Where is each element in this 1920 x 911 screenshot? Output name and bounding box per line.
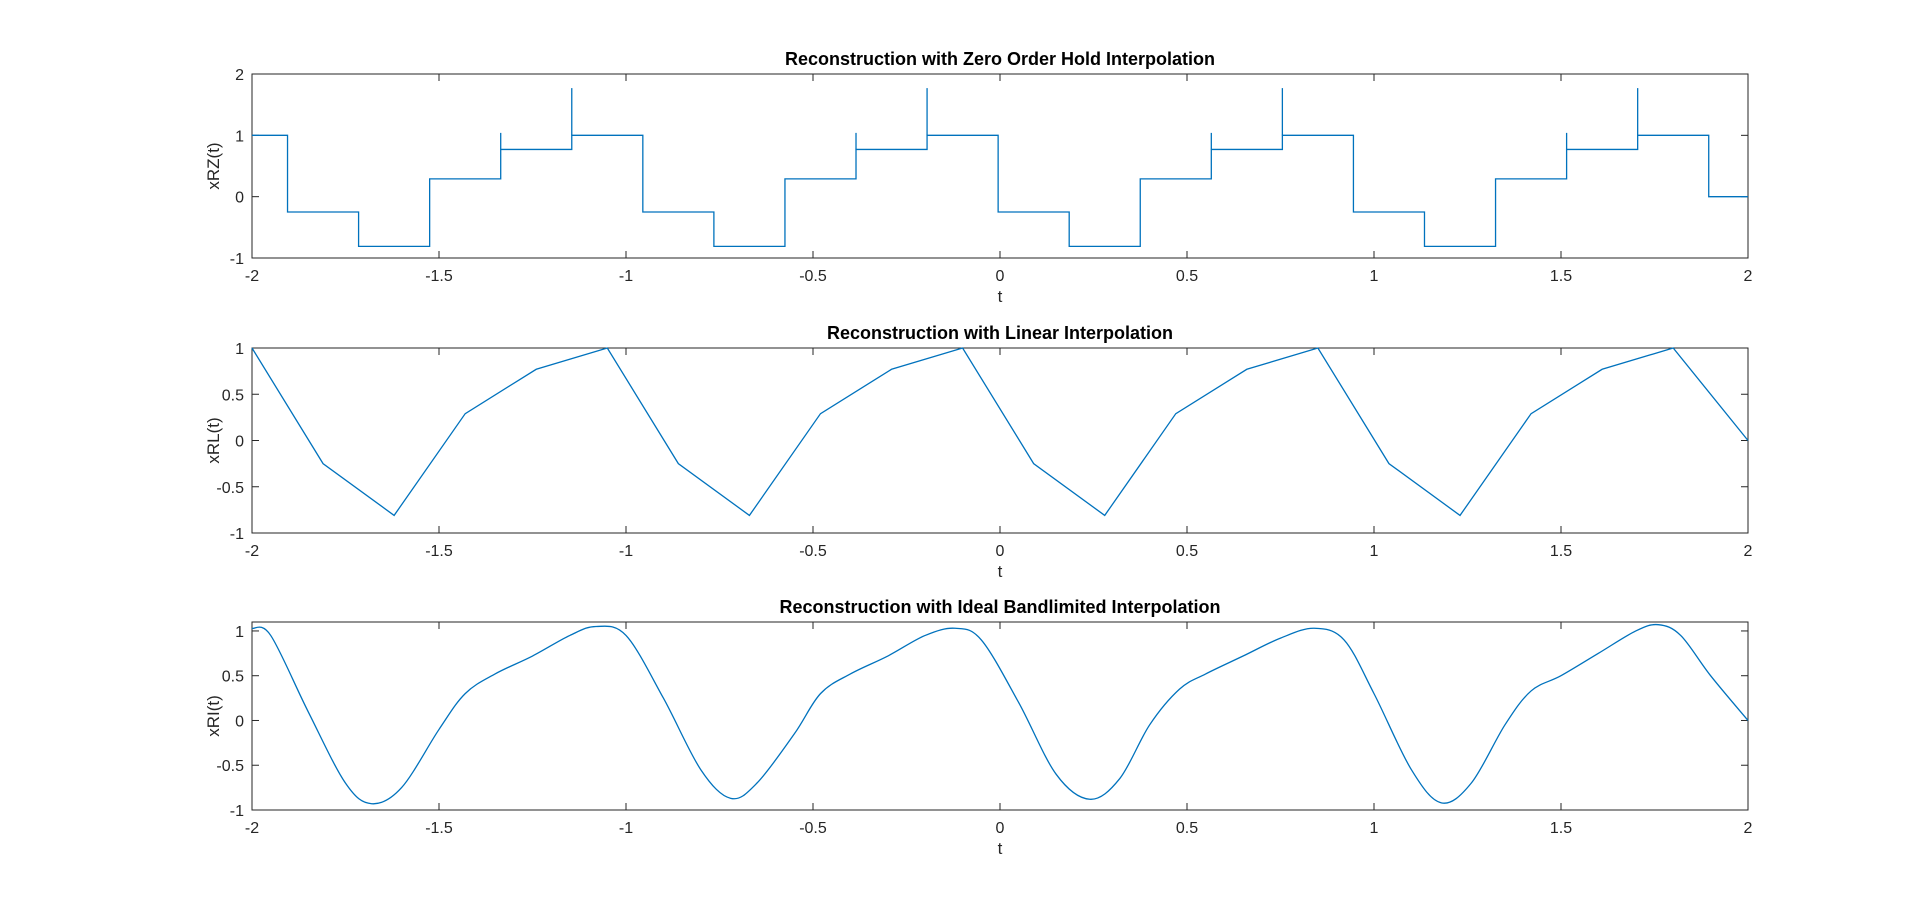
y-axis-label: xRL(t) xyxy=(204,417,223,463)
x-axis-label: t xyxy=(998,287,1003,306)
subplot-1: -2 -1.5 -1 -0.5 0 0.5 1 1.5 2 -1 0 1 2 Reconstruction… xyxy=(204,49,1753,306)
x-tick-label: -2 xyxy=(245,820,259,837)
subplot-2: -2 -1.5 -1 -0.5 0 0.5 1 1.5 2 -1 -0.5 0 0.5 1 Reconstr… xyxy=(204,323,1753,581)
axes-box xyxy=(251,347,1749,534)
y-tick-label: -1 xyxy=(230,803,244,820)
x-axis-label: t xyxy=(998,562,1003,581)
x-tick-label: 1.5 xyxy=(1550,543,1572,560)
x-tick-label: 1.5 xyxy=(1550,268,1572,285)
x-tick-label: 1 xyxy=(1370,268,1379,285)
x-tick-label: 2 xyxy=(1744,543,1753,560)
series-line xyxy=(251,347,1749,517)
x-tick-label: -1.5 xyxy=(425,820,453,837)
y-tick-label: 1 xyxy=(235,341,244,358)
y-axis-label: xRI(t) xyxy=(204,695,223,737)
x-tick-label: 1.5 xyxy=(1550,820,1572,837)
x-tick-label: -1 xyxy=(619,268,633,285)
y-tick-label: 1 xyxy=(235,128,244,145)
subplot-3: -2 -1.5 -1 -0.5 0 0.5 1 1.5 2 -1 -0.5 0 0.5 1 Reconstr… xyxy=(204,597,1753,858)
y-tick-label: -0.5 xyxy=(216,758,244,775)
y-tick-label: 2 xyxy=(235,67,244,84)
y-tick-label: -1 xyxy=(230,251,244,268)
y-tick-label: -0.5 xyxy=(216,480,244,497)
x-tick-label: -1 xyxy=(619,820,633,837)
y-tick-label: 0 xyxy=(235,190,244,207)
y-axis-label: xRZ(t) xyxy=(204,142,223,189)
x-tick-label: 0.5 xyxy=(1176,268,1198,285)
x-tick-label: 1 xyxy=(1370,543,1379,560)
x-tick-label: 1 xyxy=(1370,820,1379,837)
subplot-title: Reconstruction with Linear Interpolation xyxy=(827,323,1173,343)
x-axis-label: t xyxy=(998,839,1003,858)
x-tick-label: -1 xyxy=(619,543,633,560)
x-tick-label: -0.5 xyxy=(799,820,827,837)
y-tick-label: -1 xyxy=(230,526,244,543)
axes-box xyxy=(251,621,1749,811)
axes-box xyxy=(251,73,1749,259)
x-tick-label: -1.5 xyxy=(425,268,453,285)
subplot-title: Reconstruction with Zero Order Hold Inte… xyxy=(785,49,1215,69)
x-tick-label: 0.5 xyxy=(1176,820,1198,837)
x-tick-label: -2 xyxy=(245,543,259,560)
x-tick-label: 2 xyxy=(1744,268,1753,285)
series-line xyxy=(251,623,1749,805)
y-tick-label: 0.5 xyxy=(222,669,244,686)
subplot-title: Reconstruction with Ideal Bandlimited In… xyxy=(779,597,1220,617)
x-tick-label: -0.5 xyxy=(799,268,827,285)
x-tick-label: -2 xyxy=(245,268,259,285)
x-tick-label: 2 xyxy=(1744,820,1753,837)
y-tick-label: 0.5 xyxy=(222,387,244,404)
x-tick-label: 0 xyxy=(996,543,1005,560)
x-tick-label: -1.5 xyxy=(425,543,453,560)
y-tick-label: 0 xyxy=(235,434,244,451)
y-tick-label: 0 xyxy=(235,713,244,730)
series-line xyxy=(252,134,1748,247)
x-tick-label: 0.5 xyxy=(1176,543,1198,560)
x-tick-label: 0 xyxy=(996,268,1005,285)
x-tick-label: 0 xyxy=(996,820,1005,837)
x-tick-label: -0.5 xyxy=(799,543,827,560)
y-tick-label: 1 xyxy=(235,624,244,641)
